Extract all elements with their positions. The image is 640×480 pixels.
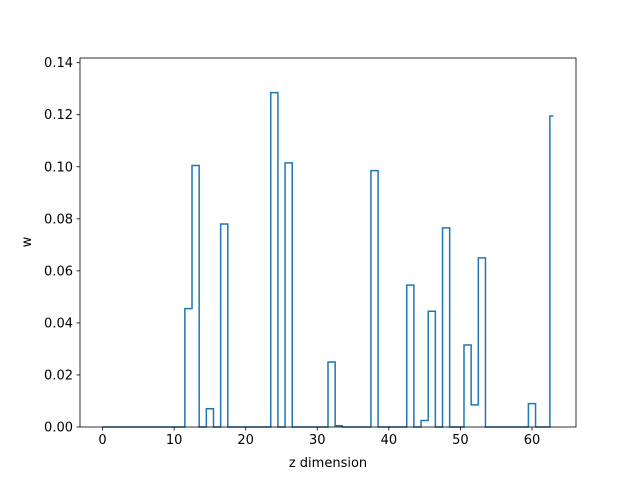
x-tick-label: 40 (381, 433, 398, 448)
y-tick-label: 0.04 (44, 316, 73, 331)
x-tick-label: 20 (237, 433, 254, 448)
x-tick-label: 50 (452, 433, 469, 448)
y-tick-label: 0.12 (44, 108, 73, 123)
x-tick-label: 10 (166, 433, 183, 448)
plot-frame (79, 57, 577, 428)
y-tick-label: 0.06 (44, 264, 73, 279)
y-tick-label: 0.00 (44, 421, 73, 436)
y-tick-label: 0.10 (44, 160, 73, 175)
y-tick-label: 0.08 (44, 212, 73, 227)
y-tick-label: 0.02 (44, 368, 73, 383)
x-tick-label: 0 (98, 433, 106, 448)
y-axis-label: w (20, 236, 35, 247)
x-tick-label: 30 (309, 433, 326, 448)
ticks-layer: 0 10 20 30 40 50 60 0.00 0.02 0.04 0.06 0.08 0.10 0.1… (44, 56, 540, 448)
x-tick-label: 60 (524, 433, 541, 448)
y-tick-label: 0.14 (44, 56, 73, 71)
series-layer (102, 91, 554, 428)
series-line (102, 91, 554, 428)
x-axis-label: z dimension (289, 456, 367, 471)
